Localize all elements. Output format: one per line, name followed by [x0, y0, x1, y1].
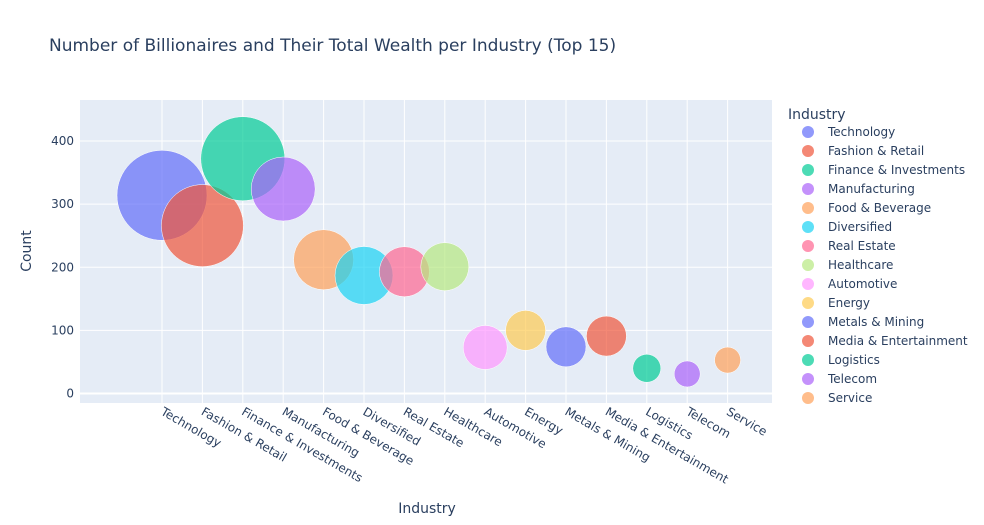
legend-marker: [802, 126, 814, 138]
bubble-logistics: [632, 354, 662, 383]
legend-marker: [802, 335, 814, 347]
y-axis-ticks: 0 100 200 300 400: [51, 134, 74, 401]
legend-label: Logistics: [828, 353, 880, 367]
legend-marker: [802, 297, 814, 309]
legend-label: Automotive: [828, 277, 897, 291]
legend-marker: [802, 259, 814, 271]
bubble-telecom: [673, 360, 701, 388]
x-tick-label: Service: [724, 404, 769, 438]
chart-title: Number of Billionaires and Their Total W…: [49, 36, 616, 56]
y-tick-label: 0: [66, 387, 74, 401]
legend-label: Diversified: [828, 220, 892, 234]
legend-label: Telecom: [827, 372, 877, 386]
legend: Industry Technology Fashion & Retail Finan…: [788, 107, 968, 405]
bubble-metals-mining: [545, 326, 587, 368]
legend-label: Food & Beverage: [828, 201, 931, 215]
bubble-automotive: [462, 325, 508, 370]
x-axis-title: Industry: [398, 501, 456, 517]
legend-marker: [802, 183, 814, 195]
legend-label: Fashion & Retail: [828, 144, 924, 158]
legend-marker: [802, 145, 814, 157]
y-axis-title: Count: [19, 230, 35, 272]
bubble-fashion-retail: [161, 184, 244, 267]
legend-label: Healthcare: [828, 258, 893, 272]
bubble-energy: [505, 310, 546, 351]
legend-label: Service: [828, 391, 872, 405]
legend-label: Finance & Investments: [828, 163, 965, 177]
legend-label: Technology: [827, 125, 895, 139]
legend-marker: [802, 202, 814, 214]
legend-marker: [802, 316, 814, 328]
legend-marker: [802, 164, 814, 176]
legend-label: Media & Entertainment: [828, 334, 968, 348]
legend-marker: [802, 240, 814, 252]
bubble-service: [714, 346, 741, 374]
legend-marker: [802, 392, 814, 404]
legend-label: Real Estate: [828, 239, 896, 253]
y-tick-label: 300: [51, 197, 74, 211]
y-tick-label: 100: [51, 323, 74, 337]
y-tick-label: 400: [51, 134, 74, 148]
legend-label: Metals & Mining: [828, 315, 924, 329]
legend-marker: [802, 278, 814, 290]
bubble-media-entertainment: [586, 315, 627, 357]
legend-label: Energy: [828, 296, 870, 310]
legend-marker: [802, 221, 814, 233]
legend-marker: [802, 373, 814, 385]
y-tick-label: 200: [51, 260, 74, 274]
bubble-manufacturing: [250, 156, 316, 222]
legend-label: Manufacturing: [828, 182, 915, 196]
legend-marker: [802, 354, 814, 366]
bubble-healthcare: [420, 242, 470, 291]
legend-title: Industry: [788, 107, 846, 123]
bubbles: [116, 116, 741, 388]
